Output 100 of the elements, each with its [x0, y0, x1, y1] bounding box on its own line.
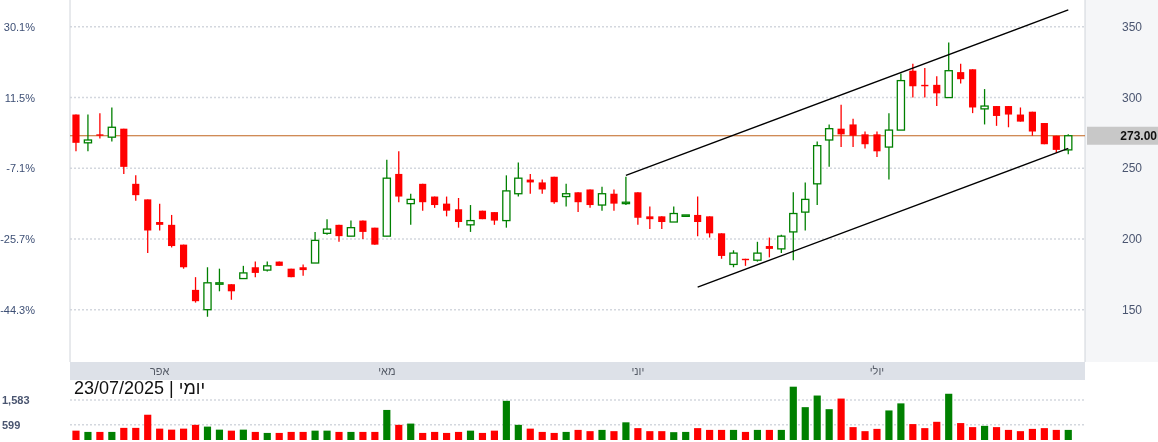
bar	[323, 430, 331, 440]
y-tick-label: 300	[1121, 90, 1143, 105]
bar	[454, 431, 463, 440]
bar	[311, 430, 319, 440]
bar	[299, 431, 307, 440]
bar	[191, 424, 200, 440]
bar	[980, 425, 989, 440]
bar	[359, 431, 367, 440]
y2-tick-label: 11.5%	[4, 91, 36, 104]
bar	[741, 431, 750, 440]
bar	[873, 428, 881, 440]
y2-tick-label: 30.1%	[3, 20, 36, 33]
bar	[371, 431, 379, 440]
bar	[263, 432, 271, 440]
bar	[969, 427, 977, 440]
ref-line-label: 273.00	[1120, 128, 1158, 143]
bar	[801, 407, 809, 440]
bar	[526, 428, 534, 440]
bar	[586, 431, 594, 440]
bar	[837, 398, 845, 440]
bar	[634, 428, 642, 440]
bar	[275, 432, 283, 440]
bar	[227, 430, 235, 440]
bar	[789, 386, 797, 440]
bar	[849, 427, 857, 440]
bar	[992, 427, 1001, 440]
y2-tick-label: -7.1%	[6, 162, 36, 175]
bar	[156, 428, 164, 440]
bar	[777, 429, 785, 440]
y-tick-label: 200	[1121, 231, 1143, 246]
bar	[179, 428, 188, 440]
bar	[466, 430, 475, 440]
bar	[610, 431, 618, 440]
bar	[957, 423, 965, 440]
bar	[897, 403, 905, 440]
bar	[335, 431, 343, 440]
bar	[168, 429, 176, 440]
bar	[120, 427, 128, 440]
bar	[598, 429, 606, 440]
x-tick-label: יולי	[869, 365, 885, 377]
bar	[287, 431, 295, 440]
bar	[753, 429, 762, 440]
bar	[72, 430, 80, 440]
bar	[945, 393, 953, 440]
bar	[646, 431, 654, 440]
bar	[84, 431, 92, 440]
bar	[203, 426, 212, 440]
bar	[419, 432, 427, 440]
bar	[478, 432, 487, 440]
bar	[694, 428, 702, 440]
bar	[96, 431, 104, 440]
bar	[239, 429, 247, 440]
bar	[251, 431, 259, 440]
bar	[717, 429, 726, 440]
y-tick-label: 1,583	[2, 394, 30, 407]
bar	[407, 423, 415, 440]
bar	[215, 429, 224, 440]
bar	[1028, 428, 1036, 440]
y2-tick-label: -25.7%	[0, 232, 36, 245]
bar	[502, 400, 510, 440]
bar	[885, 410, 893, 440]
y-tick-label: 599	[2, 418, 21, 431]
x-tick-label: אפר	[149, 365, 170, 377]
bar	[538, 431, 546, 440]
bar	[909, 424, 917, 440]
bar	[144, 414, 152, 440]
bar	[658, 431, 666, 440]
bar	[1064, 429, 1072, 440]
annotation: יומי | 23/07/2025	[74, 378, 206, 398]
bar	[490, 430, 498, 440]
x-tick-label: מאי	[378, 365, 396, 377]
bar	[1004, 429, 1013, 440]
bar	[383, 409, 391, 440]
bar	[729, 429, 738, 440]
bar	[933, 421, 941, 440]
bar	[706, 429, 714, 440]
bar	[132, 427, 140, 440]
bar	[562, 431, 570, 440]
bar	[670, 432, 678, 440]
bar	[861, 431, 869, 440]
bar	[765, 429, 773, 440]
bar	[682, 431, 690, 440]
bar	[514, 424, 522, 440]
bar	[108, 431, 116, 440]
x-tick-label: יוני	[631, 365, 645, 377]
y-tick-label: 250	[1121, 161, 1143, 176]
y-tick-label: 350	[1121, 19, 1143, 34]
bar	[431, 431, 439, 440]
bar	[347, 431, 355, 440]
y2-tick-label: -44.3%	[0, 303, 36, 316]
bar	[825, 409, 833, 440]
bar	[443, 432, 451, 440]
bar	[395, 424, 403, 440]
y-tick-label: 150	[1121, 302, 1143, 317]
bar	[574, 429, 582, 440]
bar	[1052, 429, 1060, 440]
bar	[622, 422, 630, 440]
bar	[1016, 431, 1025, 440]
bar	[550, 432, 558, 440]
bar	[813, 395, 821, 440]
